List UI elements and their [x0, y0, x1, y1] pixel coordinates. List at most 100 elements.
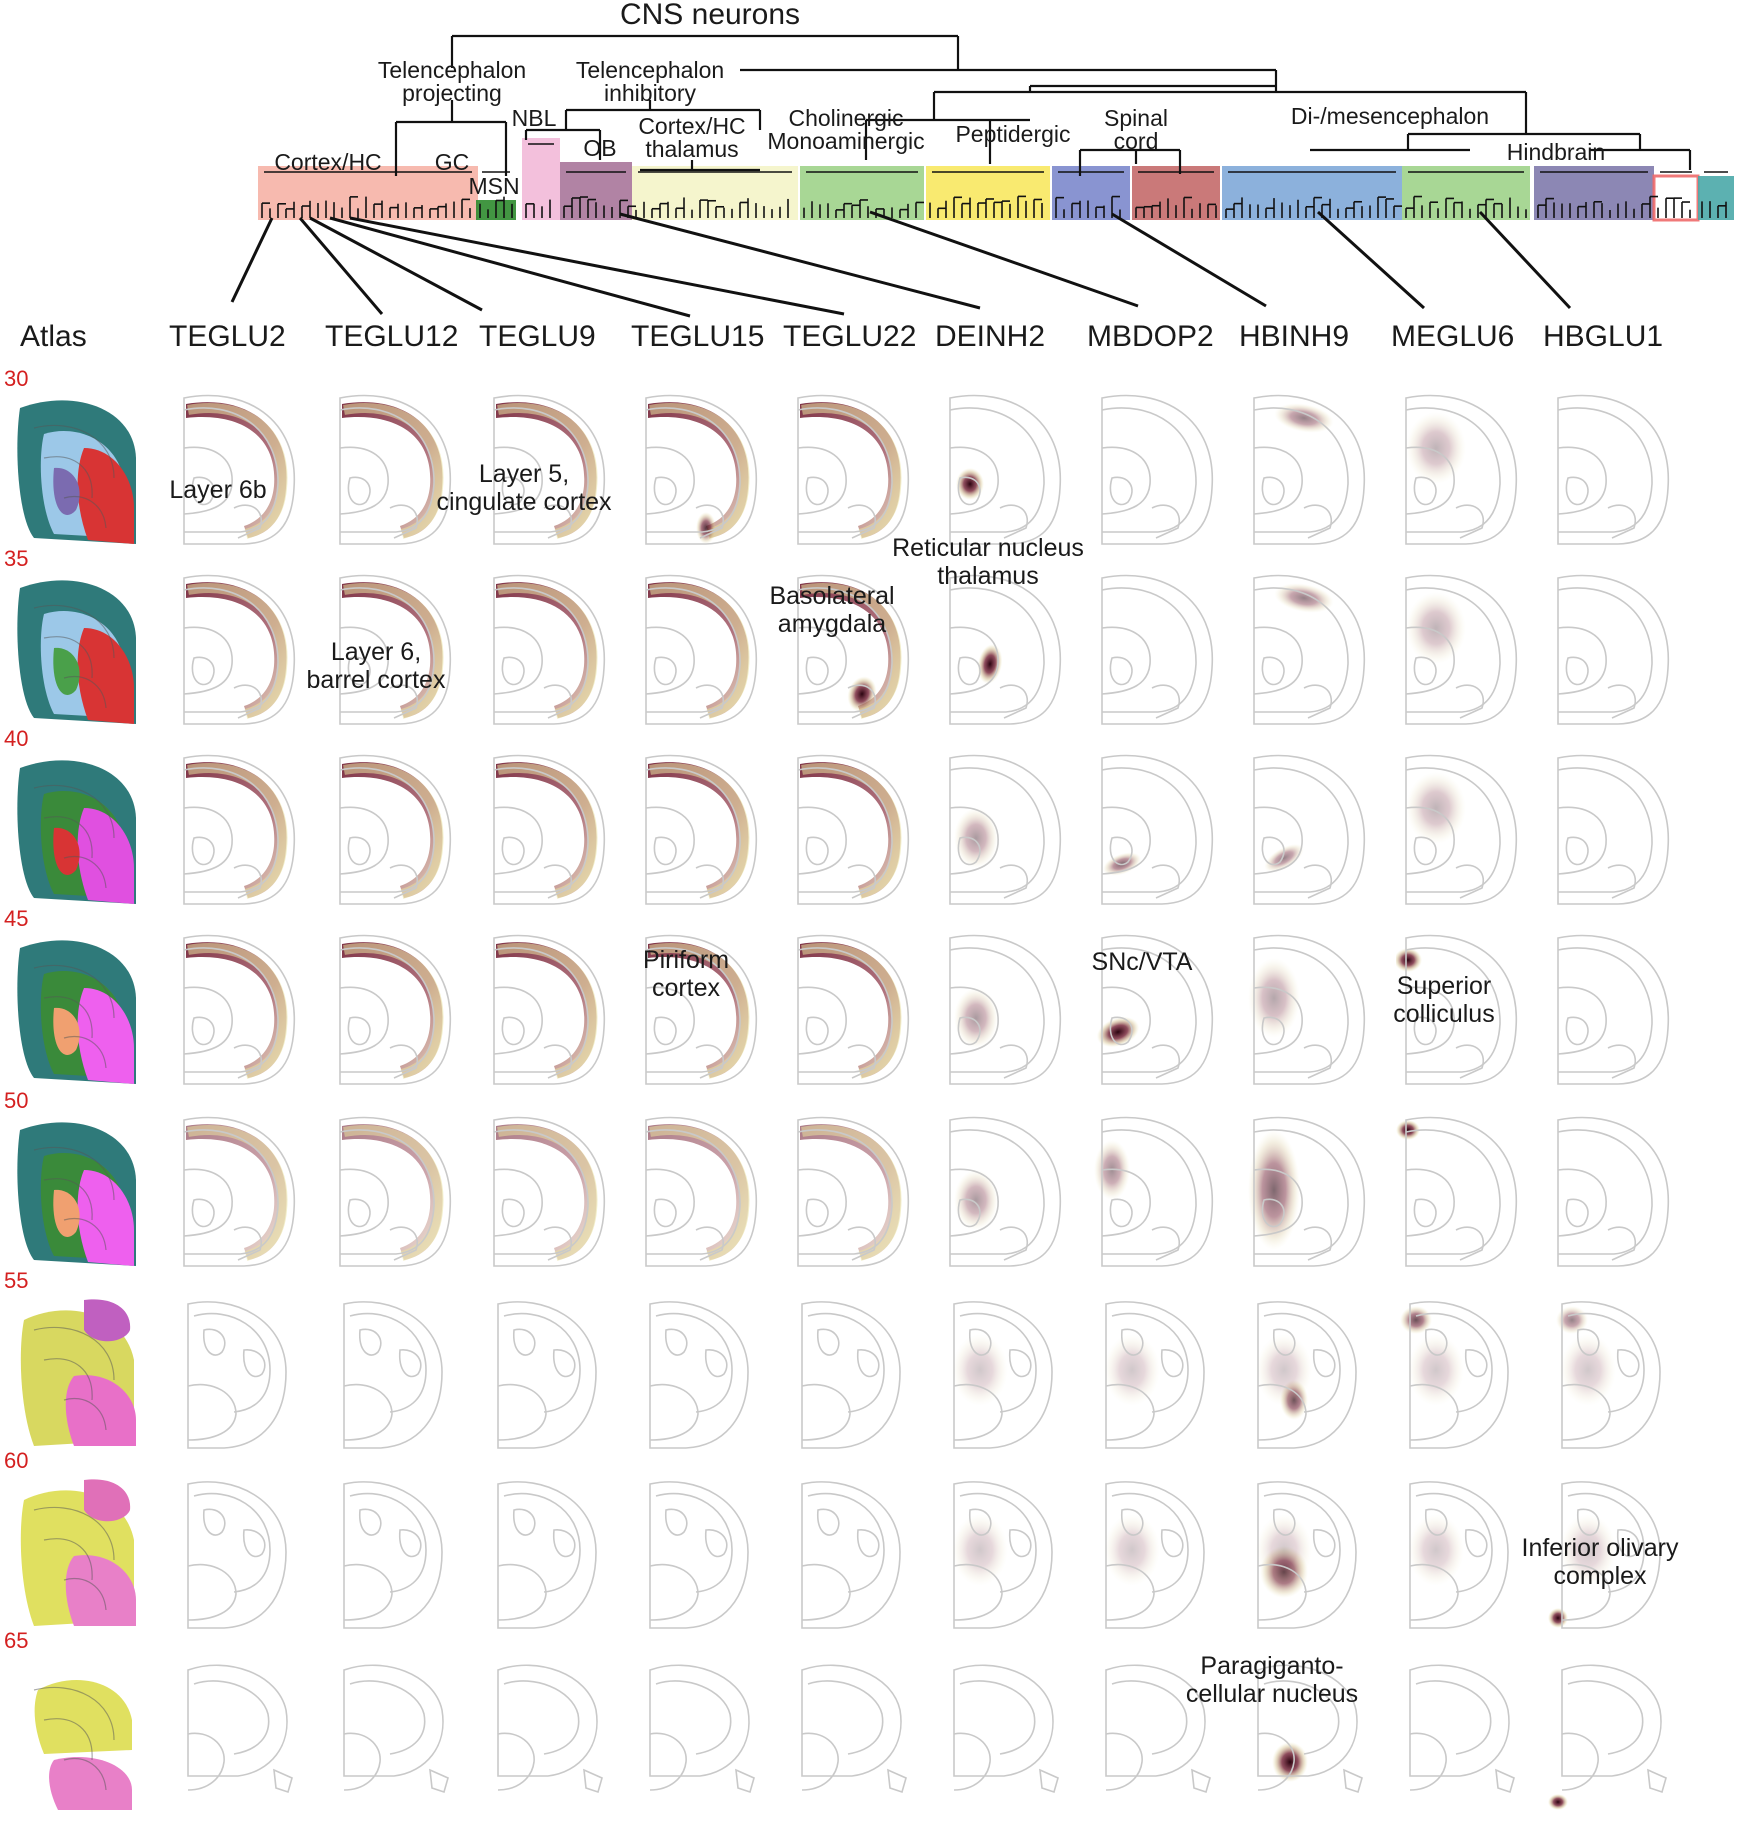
column-header-hbinh9: HBINH9 [1239, 320, 1350, 353]
annotation: Superior colliculus [1393, 972, 1494, 1028]
section-teglu9-55 [497, 1301, 597, 1449]
expression-blob [1548, 1794, 1568, 1810]
annotation-line: Basolateral [769, 582, 895, 610]
cortical-halo [801, 583, 902, 719]
tree-label-line: MSN [468, 173, 519, 199]
annotation-line: colliculus [1393, 1000, 1495, 1028]
section-teglu15-60 [649, 1481, 749, 1629]
cortical-halo [343, 943, 444, 1079]
cortical-halo [497, 403, 598, 539]
section-outline [645, 1116, 757, 1267]
dendrogram: CNS neurons Telencephalon projectingTelen… [230, 0, 1734, 318]
section-outline [187, 1481, 287, 1629]
section-outline [183, 574, 295, 725]
annotation: Reticular nucleus thalamus [892, 534, 1084, 590]
cortical-halo [497, 763, 598, 899]
expression-blob [1408, 1514, 1464, 1586]
column-header-hbglu1: HBGLU1 [1543, 320, 1664, 353]
row-number-50: 50 [4, 1088, 29, 1113]
column-header-teglu9: TEGLU9 [479, 320, 596, 353]
tree-label-tele_inh: Telencephalon inhibitory [576, 57, 724, 106]
section-hbinh9-40 [1253, 754, 1365, 905]
section-deinh2-40 [949, 754, 1061, 905]
section-hbinh9-35 [1253, 574, 1365, 725]
tree-label-line: Cholinergic [788, 105, 903, 131]
tree-label-line: Monoaminergic [767, 128, 924, 154]
section-hbglu1-55 [1556, 1301, 1661, 1449]
section-outline [187, 1301, 287, 1449]
section-outline [797, 574, 909, 725]
annotation-line: Inferior olivary [1521, 1534, 1679, 1562]
section-deinh2-65 [953, 1664, 1059, 1794]
section-deinh2-45 [949, 934, 1061, 1085]
cortical-expression-band [186, 1124, 287, 1260]
section-teglu22-40 [797, 754, 909, 905]
row-number-55: 55 [4, 1268, 29, 1293]
cortical-expression-band [648, 942, 749, 1078]
section-hbglu1-45 [1557, 934, 1669, 1085]
section-outline [1557, 394, 1669, 545]
expression-blob [1274, 403, 1334, 433]
section-outline [1253, 1116, 1365, 1267]
expression-blob [1396, 948, 1422, 972]
expression-blob [1396, 1120, 1420, 1140]
section-teglu9-50 [493, 1116, 605, 1267]
section-mbdop2-30 [1101, 394, 1213, 545]
cortical-expression-band [186, 582, 287, 718]
section-outline [1257, 1481, 1357, 1629]
column-header-teglu12: TEGLU12 [325, 320, 459, 353]
tree-label-dimes: Di-/mesencephalon [1291, 103, 1489, 129]
tree-label-line: GC [435, 149, 470, 175]
section-teglu9-60 [497, 1481, 597, 1629]
section-meglu6-55 [1400, 1301, 1509, 1449]
annotation-line: cellular nucleus [1185, 1680, 1359, 1708]
annotation-line: Layer 6, [330, 638, 422, 666]
section-outline [1409, 1301, 1509, 1449]
tree-label-chol: Cholinergic Monoaminergic [767, 105, 924, 154]
tree-label-line: Cortex/HC [638, 113, 745, 139]
annotation-line: Layer 6b [169, 476, 267, 504]
tree-label-ctx_hc: Cortex/HC [274, 149, 381, 175]
cortical-halo [497, 943, 598, 1079]
section-outline [183, 394, 295, 545]
section-deinh2-55 [952, 1301, 1053, 1449]
tree-label-line: Cortex/HC [274, 149, 381, 175]
cortical-expression-band [496, 762, 597, 898]
expression-blob [696, 512, 716, 544]
cortical-halo [343, 763, 444, 899]
expression-blob [1400, 1306, 1432, 1334]
section-teglu22-45 [797, 934, 909, 1085]
section-outline [1101, 394, 1213, 545]
section-outline [1253, 934, 1365, 1085]
row-number-65: 65 [4, 1628, 29, 1653]
section-outline [343, 1664, 449, 1794]
section-outline [493, 1116, 605, 1267]
section-hbglu1-65 [1548, 1664, 1667, 1810]
section-outline [1557, 934, 1669, 1085]
cortical-expression-band [800, 1124, 901, 1260]
section-teglu2-60 [187, 1481, 287, 1629]
section-hbglu1-50 [1557, 1116, 1669, 1267]
section-hbglu1-35 [1557, 574, 1669, 725]
cortical-expression-band [800, 762, 901, 898]
section-outline [1101, 574, 1213, 725]
cortical-halo [187, 943, 288, 1079]
section-outline [953, 1301, 1053, 1449]
cluster-pointer-lines [230, 210, 1572, 318]
atlas-section [17, 580, 136, 724]
annotation: Layer 6b [169, 476, 266, 504]
cortical-halo [187, 403, 288, 539]
section-outline [649, 1664, 755, 1794]
section-teglu15-30 [645, 394, 757, 545]
cortical-expression-band [496, 582, 597, 718]
annotation: Inferior olivary complex [1522, 1534, 1679, 1590]
expression-blob [1096, 1016, 1140, 1048]
cortical-expression-band [342, 582, 443, 718]
section-outline [339, 754, 451, 905]
cortical-halo [343, 403, 444, 539]
tree-label-line: Peptidergic [955, 121, 1070, 147]
section-outline [1253, 754, 1365, 905]
expression-blob [1248, 958, 1300, 1038]
section-teglu22-55 [801, 1301, 901, 1449]
section-outline [1561, 1481, 1661, 1629]
